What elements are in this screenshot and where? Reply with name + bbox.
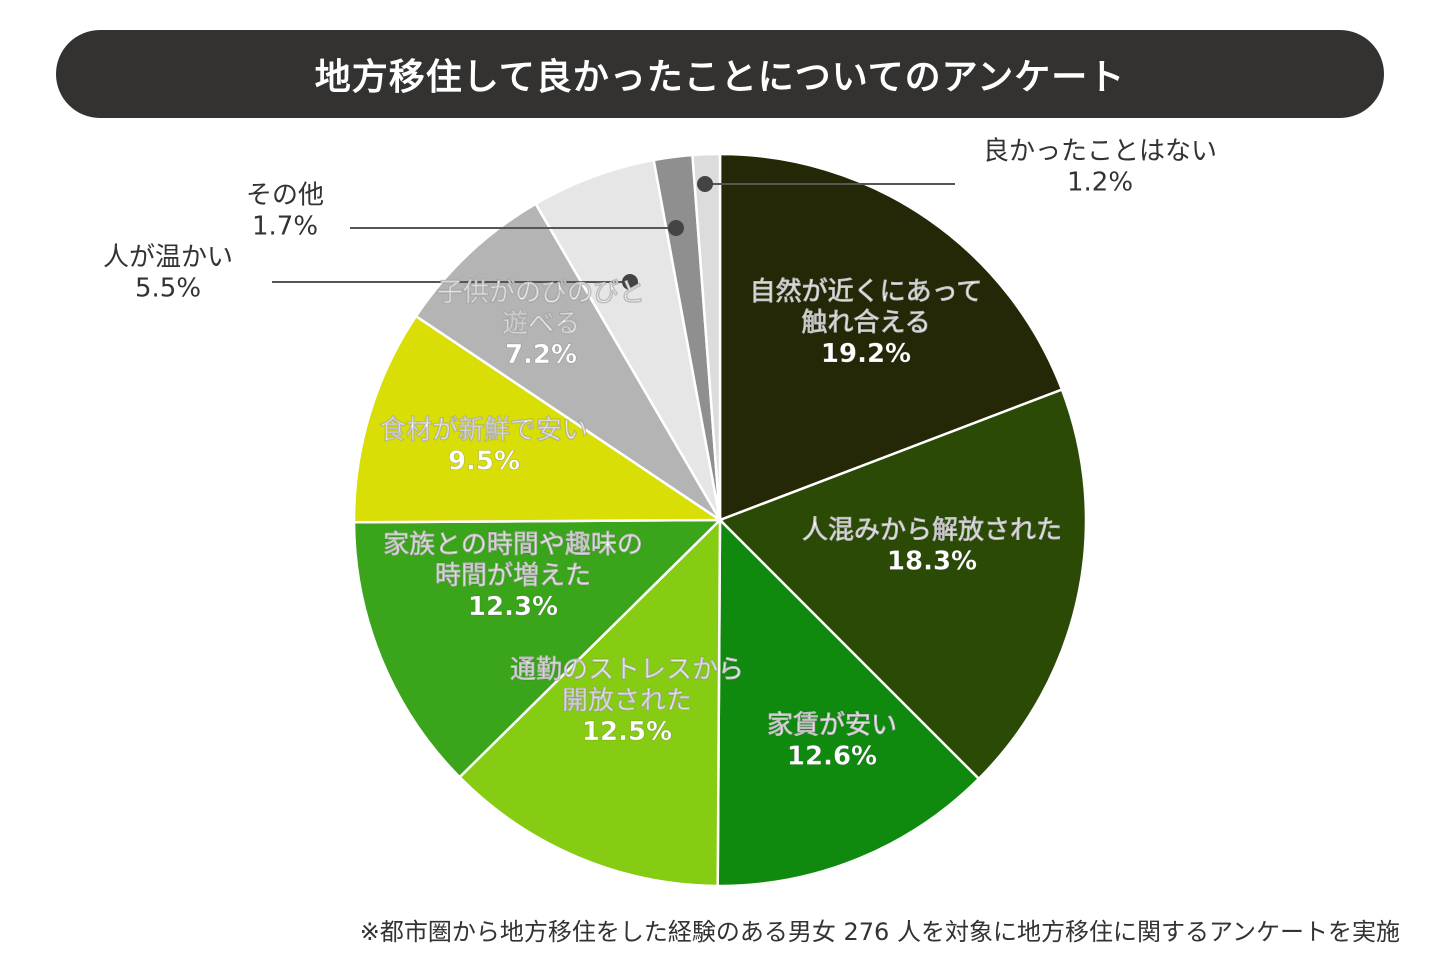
slice-category-label: 人が温かい [103, 243, 233, 273]
slice-value-label: 5.5% [135, 274, 201, 304]
slice-value-label: 12.6% [787, 742, 877, 772]
leader-lines [272, 176, 955, 290]
footnote: ※都市圏から地方移住をした経験のある男女 276 人を対象に地方移住に関するアン… [359, 918, 1400, 946]
slice-category-label: 触れ合える [801, 307, 930, 338]
pie-slices [352, 152, 1088, 888]
slice-category-label: その他 [246, 181, 324, 211]
slice-category-label: 遊べる [502, 308, 580, 339]
slice-value-label: 1.7% [252, 212, 318, 242]
slice-value-label: 7.2% [505, 340, 577, 370]
slice-category-label: 自然が近くにあって [750, 276, 983, 307]
slice-value-label: 18.3% [887, 547, 977, 577]
slice-value-label: 9.5% [448, 447, 520, 477]
slice-category-label: 時間が増えた [435, 560, 591, 591]
pie-slice [352, 314, 725, 524]
slice-value-label: 1.2% [1067, 168, 1133, 198]
slice-category-label: 通勤のストレスから [510, 655, 744, 685]
slice-category-label: 家族との時間や趣味の [383, 529, 643, 560]
slice-value-label: 12.5% [582, 717, 672, 747]
slice-labels: 自然が近くにあって触れ合える19.2%人混みから解放された18.3%家賃が安い1… [103, 137, 1217, 772]
pie-slice [717, 387, 1088, 781]
pie-slice [716, 517, 981, 888]
chart-title: 地方移住して良かったことについてのアンケート [56, 30, 1384, 118]
slice-category-label: 開放された [562, 685, 692, 716]
pie-slice [691, 152, 722, 521]
slice-category-label: 人混みから解放された [802, 515, 1062, 546]
slice-category-label: 家賃が安い [767, 710, 897, 741]
pie-slice [457, 516, 722, 888]
leader-dot [668, 220, 684, 236]
slice-category-label: 良かったことはない [983, 137, 1217, 167]
slice-value-label: 12.3% [468, 592, 558, 622]
slice-value-label: 19.2% [821, 339, 911, 369]
leader-dot [622, 274, 638, 290]
slice-category-label: 食材が新鮮で安い [380, 415, 588, 446]
pie-slice [352, 518, 724, 779]
leader-dot [697, 176, 713, 192]
pie-slice [718, 152, 1064, 522]
slice-category-label: 子供がのびのびと [437, 277, 645, 308]
